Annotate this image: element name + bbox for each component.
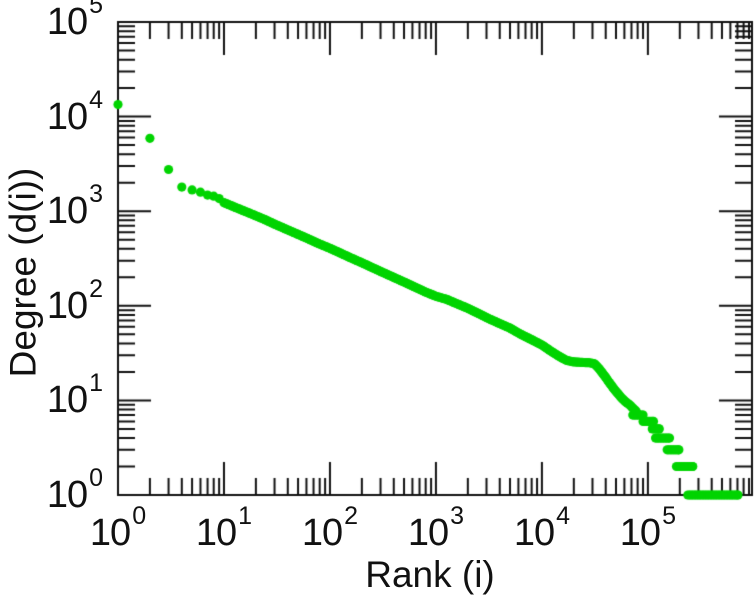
y-tick-label: 10 4	[0, 87, 103, 138]
tick-label-base: 10	[46, 284, 88, 327]
x-axis-title: Rank (i)	[365, 554, 495, 595]
tick-label-base: 10	[513, 512, 555, 554]
y-tick-label: 10 1	[0, 371, 103, 422]
tick-label-exponent: 1	[238, 502, 253, 530]
tick-label-exponent: 5	[89, 0, 103, 19]
tick-label-exponent: 3	[450, 502, 465, 530]
y-tick-label: 10 2	[0, 276, 103, 327]
tick-label-base: 10	[46, 1, 88, 43]
tick-label-exponent: 3	[89, 180, 103, 209]
tick-label-exponent: 0	[132, 502, 147, 530]
tick-label-base: 10	[46, 379, 88, 422]
x-tick-label: 10 5	[619, 504, 676, 554]
tick-label-base: 10	[619, 512, 661, 554]
x-tick-label: 10 2	[301, 504, 358, 554]
tick-label-base: 10	[195, 512, 237, 554]
tick-label-exponent: 0	[89, 464, 103, 492]
x-tick-label: 10 3	[407, 504, 464, 554]
tick-label-base: 10	[46, 190, 88, 233]
y-tick-label: 10 0	[0, 466, 103, 516]
y-tick-label: 10 5	[0, 0, 103, 43]
tick-label-base: 10	[89, 512, 131, 554]
x-tick-label: 10 1	[195, 504, 252, 554]
tick-label-exponent: 4	[89, 85, 103, 114]
tick-label-base: 10	[46, 474, 88, 516]
x-tick-label: 10 0	[89, 504, 146, 554]
tick-label-exponent: 4	[556, 502, 570, 530]
tick-label-base: 10	[46, 95, 88, 138]
tick-label-base: 10	[407, 512, 449, 554]
tick-label-exponent: 5	[662, 502, 676, 530]
y-tick-label: 10 3	[0, 182, 103, 233]
x-tick-label: 10 4	[513, 504, 570, 554]
tick-label-exponent: 1	[89, 369, 103, 398]
tick-label-exponent: 2	[89, 274, 103, 303]
tick-label-base: 10	[301, 512, 343, 554]
tick-label-exponent: 2	[344, 502, 359, 530]
